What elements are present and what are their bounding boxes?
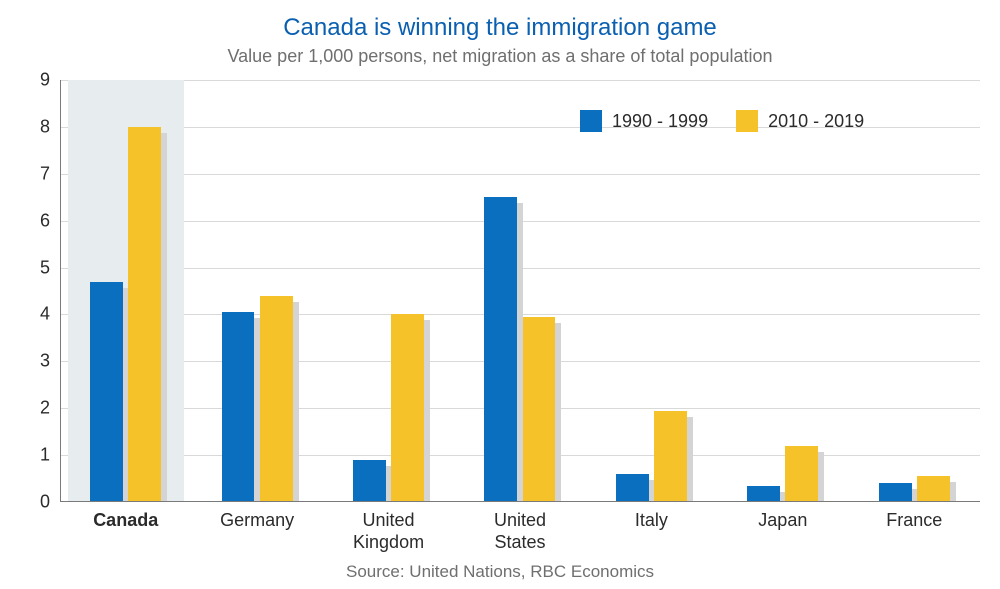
y-axis-label: 5 — [40, 257, 60, 278]
bar-1990-1999 — [747, 486, 780, 502]
bar-fill — [353, 460, 386, 502]
bar-fill — [260, 296, 293, 502]
bar-fill — [222, 312, 255, 502]
bar-group — [191, 80, 322, 502]
category-united-states: UnitedStates — [454, 80, 585, 502]
legend-label: 2010 - 2019 — [768, 111, 864, 132]
y-axis-label: 4 — [40, 304, 60, 325]
bar-fill — [523, 317, 556, 502]
y-axis-label: 1 — [40, 445, 60, 466]
legend-label: 1990 - 1999 — [612, 111, 708, 132]
bar-group — [849, 80, 980, 502]
bar-2010-2019 — [917, 476, 950, 502]
bar-1990-1999 — [222, 312, 255, 502]
chart-title: Canada is winning the immigration game — [0, 14, 1000, 42]
y-axis-label: 6 — [40, 210, 60, 231]
y-axis-label: 3 — [40, 351, 60, 372]
x-axis-label: France — [849, 510, 980, 532]
legend: 1990 - 1999 2010 - 2019 — [580, 110, 864, 132]
bar-1990-1999 — [484, 197, 517, 502]
x-axis-label: Italy — [586, 510, 717, 532]
category-canada: Canada — [60, 80, 191, 502]
category-united-kingdom: UnitedKingdom — [323, 80, 454, 502]
category-japan: Japan — [717, 80, 848, 502]
bar-1990-1999 — [90, 282, 123, 502]
chart-subtitle: Value per 1,000 persons, net migration a… — [0, 46, 1000, 67]
bar-group — [586, 80, 717, 502]
y-axis-label: 0 — [40, 492, 60, 513]
bar-fill — [879, 483, 912, 502]
immigration-bar-chart: Canada is winning the immigration game V… — [0, 0, 1000, 589]
legend-item: 2010 - 2019 — [736, 110, 864, 132]
bar-1990-1999 — [616, 474, 649, 502]
bar-1990-1999 — [353, 460, 386, 502]
category-france: France — [849, 80, 980, 502]
bar-group — [454, 80, 585, 502]
chart-source: Source: United Nations, RBC Economics — [0, 562, 1000, 582]
bar-fill — [484, 197, 517, 502]
bar-fill — [391, 314, 424, 502]
category-germany: Germany — [191, 80, 322, 502]
bar-2010-2019 — [391, 314, 424, 502]
category-italy: Italy — [586, 80, 717, 502]
bar-2010-2019 — [260, 296, 293, 502]
legend-item: 1990 - 1999 — [580, 110, 708, 132]
bar-group — [323, 80, 454, 502]
y-axis — [60, 80, 61, 502]
x-axis-label: Germany — [191, 510, 322, 532]
y-axis-label: 9 — [40, 70, 60, 91]
x-axis — [60, 501, 980, 502]
bar-fill — [616, 474, 649, 502]
x-axis-label: Canada — [60, 510, 191, 532]
bar-2010-2019 — [785, 446, 818, 502]
x-axis-label: Japan — [717, 510, 848, 532]
y-axis-label: 8 — [40, 116, 60, 137]
bar-fill — [747, 486, 780, 502]
bar-fill — [785, 446, 818, 502]
bar-fill — [654, 411, 687, 502]
bar-2010-2019 — [128, 127, 161, 502]
bar-fill — [917, 476, 950, 502]
bar-group — [717, 80, 848, 502]
plot-area: 0123456789 CanadaGermanyUnitedKingdomUni… — [60, 80, 980, 502]
bar-fill — [90, 282, 123, 502]
x-axis-label: UnitedStates — [454, 510, 585, 553]
bar-group — [60, 80, 191, 502]
legend-swatch — [580, 110, 602, 132]
bar-2010-2019 — [523, 317, 556, 502]
y-axis-label: 2 — [40, 398, 60, 419]
legend-swatch — [736, 110, 758, 132]
y-axis-label: 7 — [40, 163, 60, 184]
bar-2010-2019 — [654, 411, 687, 502]
x-axis-label: UnitedKingdom — [323, 510, 454, 553]
bar-fill — [128, 127, 161, 502]
category-columns: CanadaGermanyUnitedKingdomUnitedStatesIt… — [60, 80, 980, 502]
bar-1990-1999 — [879, 483, 912, 502]
